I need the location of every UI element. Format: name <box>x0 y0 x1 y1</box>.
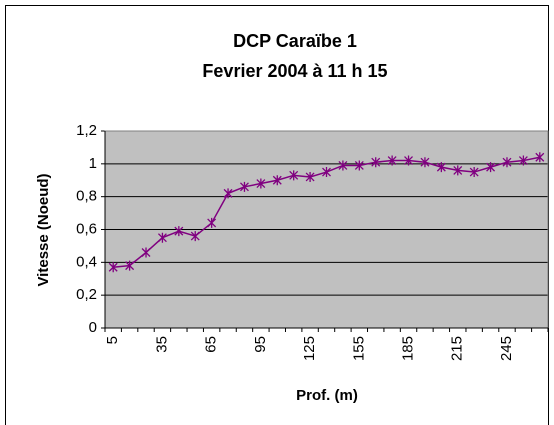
x-tick-label: 125 <box>301 336 318 361</box>
marker <box>502 157 512 168</box>
x-tick-label: 215 <box>449 336 466 361</box>
x-tick-label: 185 <box>400 336 417 361</box>
marker <box>453 165 463 176</box>
marker <box>207 217 217 228</box>
marker <box>190 231 200 242</box>
marker <box>289 170 299 181</box>
marker <box>535 152 545 163</box>
x-tick-label: 5 <box>104 336 121 344</box>
marker <box>141 247 151 258</box>
marker <box>174 226 184 237</box>
x-tick-label: 155 <box>350 336 367 361</box>
marker <box>125 260 135 271</box>
marker <box>469 167 479 178</box>
marker <box>256 178 266 189</box>
marker <box>223 188 233 199</box>
marker <box>371 157 381 168</box>
y-tick-label: 1 <box>89 155 97 172</box>
x-tick-label: 95 <box>252 336 269 353</box>
x-tick-label: 245 <box>498 336 515 361</box>
marker <box>240 181 249 192</box>
marker <box>322 167 331 178</box>
y-tick-label: 0,8 <box>76 188 97 205</box>
y-tick-label: 1,2 <box>76 122 97 139</box>
x-tick-label: 65 <box>203 336 220 353</box>
marker <box>108 262 118 273</box>
marker <box>436 162 446 173</box>
marker <box>354 160 364 171</box>
marker <box>272 175 282 186</box>
marker <box>387 155 397 166</box>
marker <box>404 155 413 166</box>
x-tick-label: 35 <box>153 336 170 353</box>
chart-subtitle: Fevrier 2004 à 11 h 15 <box>202 61 387 81</box>
marker <box>420 157 430 168</box>
marker <box>518 155 528 166</box>
marker <box>486 162 496 173</box>
y-tick-label: 0,2 <box>76 286 97 303</box>
chart-title: DCP Caraïbe 1 <box>233 31 357 51</box>
y-tick-label: 0,6 <box>76 220 97 237</box>
x-axis-label: Prof. (m) <box>296 387 358 404</box>
y-tick-label: 0,4 <box>76 253 97 270</box>
y-axis-label: Vitesse (Noeud) <box>35 173 52 286</box>
marker <box>157 232 167 243</box>
marker <box>338 160 348 171</box>
y-tick-label: 0 <box>89 319 97 336</box>
marker <box>305 171 315 182</box>
